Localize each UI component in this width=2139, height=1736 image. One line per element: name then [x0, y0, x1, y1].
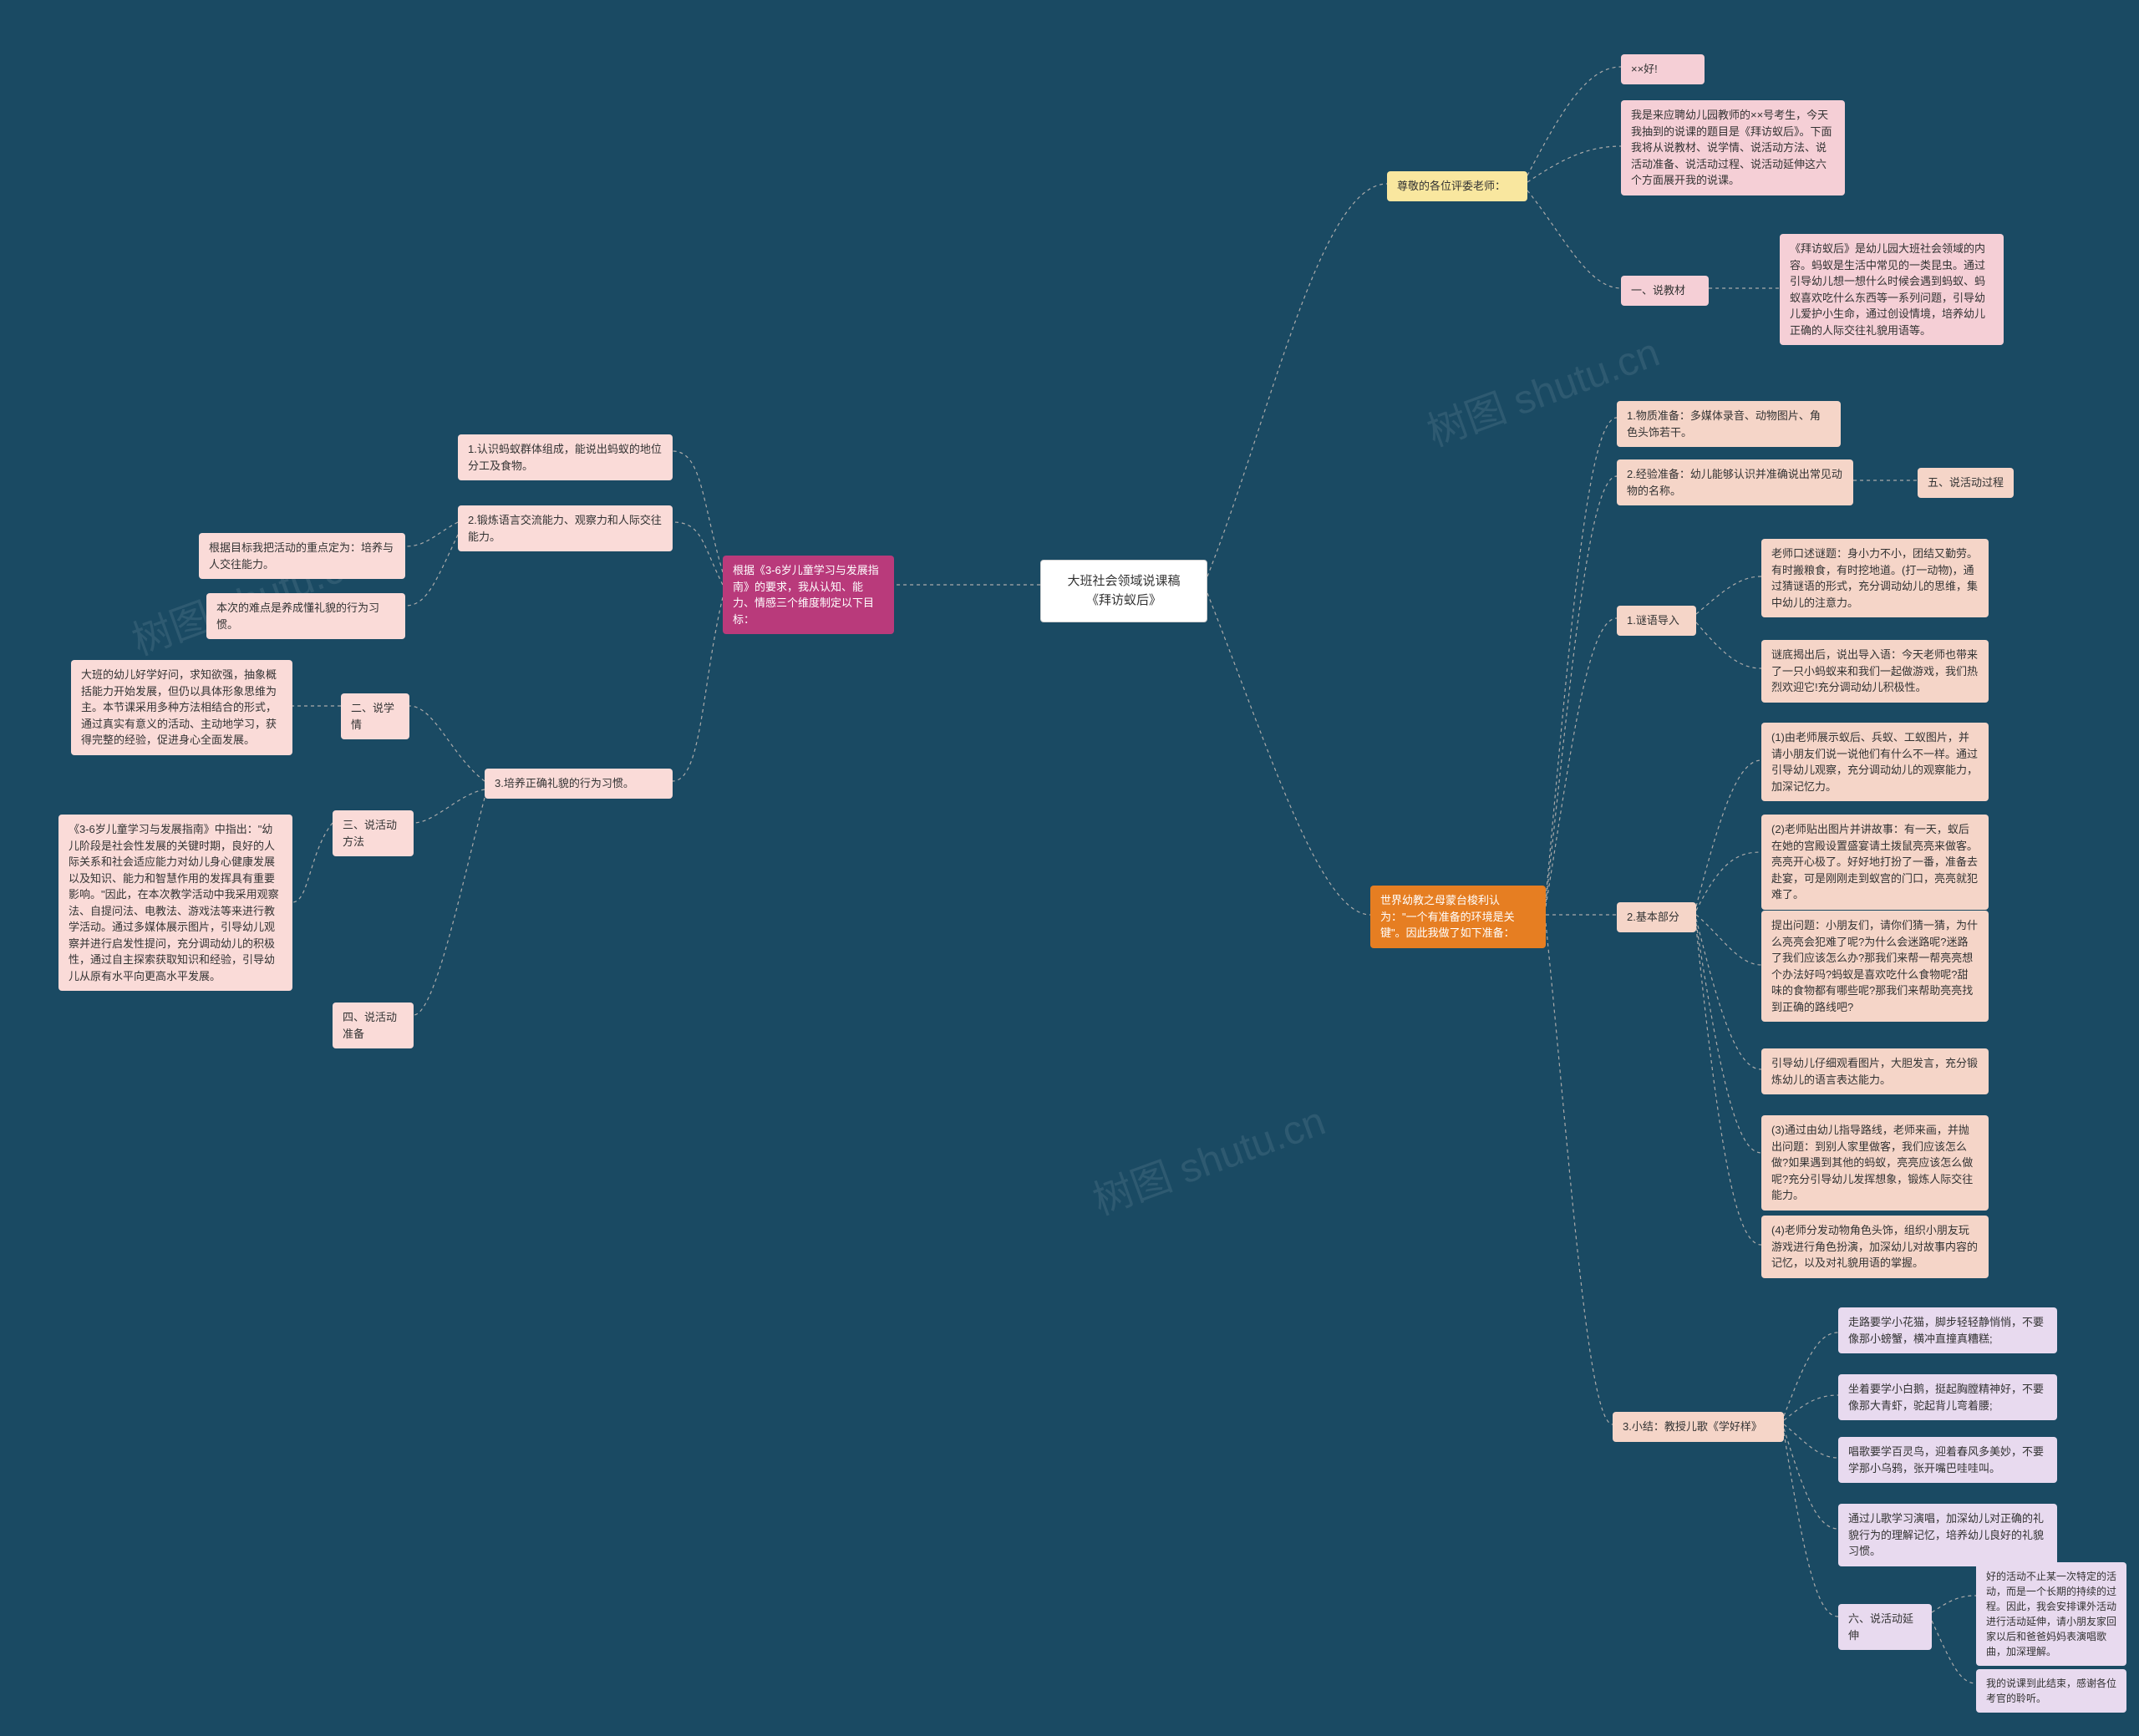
step3-c[interactable]: 唱歌要学百灵鸟，迎着春风多美妙，不要学那小乌鸦，张开嘴巴哇哇叫。 — [1838, 1437, 2057, 1483]
greet-1[interactable]: ××好! — [1621, 54, 1705, 84]
step2-f[interactable]: (4)老师分发动物角色头饰，组织小朋友玩游戏进行角色扮演，加深幼儿对故事内容的记… — [1761, 1216, 1989, 1278]
root-node[interactable]: 大班社会领域说课稿《拜访蚁后》 — [1040, 560, 1207, 622]
xueqing-body[interactable]: 大班的幼儿好学好问，求知欲强，抽象概括能力开始发展，但仍以具体形象思维为主。本节… — [71, 660, 292, 755]
teach-body[interactable]: 《拜访蚁后》是幼儿园大班社会领域的内容。蚂蚁是生活中常见的一类昆虫。通过引导幼儿… — [1780, 234, 2004, 345]
watermark: 树图 shutu.cn — [1084, 1088, 1332, 1226]
step2-c[interactable]: 提出问题：小朋友们，请你们猜一猜，为什么亮亮会犯难了呢?为什么会迷路呢?迷路了我… — [1761, 911, 1989, 1022]
guide-intro-node[interactable]: 根据《3-6岁儿童学习与发展指南》的要求，我从认知、能力、情感三个维度制定以下目… — [723, 556, 894, 634]
method-body[interactable]: 《3-6岁儿童学习与发展指南》中指出："幼儿阶段是社会性发展的关键时期，良好的人… — [58, 815, 292, 991]
target-1[interactable]: 1.认识蚂蚁群体组成，能说出蚂蚁的地位分工及食物。 — [458, 434, 673, 480]
step2-title[interactable]: 2.基本部分 — [1617, 902, 1696, 932]
step1-b[interactable]: 谜底揭出后，说出导入语：今天老师也带来了一只小蚂蚁来和我们一起做游戏，我们热烈欢… — [1761, 640, 1989, 703]
ext-b[interactable]: 我的说课到此结束，感谢各位考官的聆听。 — [1976, 1669, 2126, 1713]
ext-title[interactable]: 六、说活动延伸 — [1838, 1604, 1932, 1650]
step3-title[interactable]: 3.小结：教授儿歌《学好样》 — [1613, 1412, 1784, 1442]
xueqing-title[interactable]: 二、说学情 — [341, 693, 409, 739]
proc-title[interactable]: 五、说活动过程 — [1918, 468, 2014, 498]
material-prep[interactable]: 1.物质准备：多媒体录音、动物图片、角色头饰若干。 — [1617, 401, 1841, 447]
step2-b[interactable]: (2)老师贴出图片并讲故事：有一天，蚁后在她的宫殿设置盛宴请土拨鼠亮亮来做客。亮… — [1761, 815, 1989, 910]
step2-a[interactable]: (1)由老师展示蚁后、兵蚁、工蚁图片，并请小朋友们说一说他们有什么不一样。通过引… — [1761, 723, 1989, 801]
prep-title[interactable]: 四、说活动准备 — [333, 1003, 414, 1048]
method-title[interactable]: 三、说活动方法 — [333, 810, 414, 856]
greet-title[interactable]: 尊敬的各位评委老师： — [1387, 171, 1527, 201]
step1-title[interactable]: 1.谜语导入 — [1617, 606, 1696, 636]
greet-2[interactable]: 我是来应聘幼儿园教师的××号考生，今天我抽到的说课的题目是《拜访蚁后》。下面我将… — [1621, 100, 1845, 195]
teach-title[interactable]: 一、说教材 — [1621, 276, 1709, 306]
step3-a[interactable]: 走路要学小花猫，脚步轻轻静悄悄，不要像那小螃蟹，横冲直撞真糟糕; — [1838, 1307, 2057, 1353]
difficulty-node[interactable]: 本次的难点是养成懂礼貌的行为习惯。 — [206, 593, 405, 639]
experience-prep[interactable]: 2.经验准备：幼儿能够认识并准确说出常见动物的名称。 — [1617, 459, 1853, 505]
step2-d[interactable]: 引导幼儿仔细观看图片，大胆发言，充分锻炼幼儿的语言表达能力。 — [1761, 1048, 1989, 1094]
step3-d[interactable]: 通过儿歌学习演唱，加深幼儿对正确的礼貌行为的理解记忆，培养幼儿良好的礼貌习惯。 — [1838, 1504, 2057, 1566]
target-3[interactable]: 3.培养正确礼貌的行为习惯。 — [485, 769, 673, 799]
focus-node[interactable]: 根据目标我把活动的重点定为：培养与人交往能力。 — [199, 533, 405, 579]
ext-a[interactable]: 好的活动不止某一次特定的活动，而是一个长期的持续的过程。因此，我会安排课外活动进… — [1976, 1562, 2126, 1666]
step1-a[interactable]: 老师口述谜题：身小力不小，团结又勤劳。有时搬粮食，有时挖地道。(打一动物)，通过… — [1761, 539, 1989, 617]
env-intro[interactable]: 世界幼教之母蒙台梭利认为："一个有准备的环境是关键"。因此我做了如下准备： — [1370, 886, 1546, 948]
target-2[interactable]: 2.锻炼语言交流能力、观察力和人际交往能力。 — [458, 505, 673, 551]
step3-b[interactable]: 坐着要学小白鹅，挺起胸膛精神好，不要像那大青虾，驼起背儿弯着腰; — [1838, 1374, 2057, 1420]
step2-e[interactable]: (3)通过由幼儿指导路线，老师来画，并抛出问题：到别人家里做客，我们应该怎么做?… — [1761, 1115, 1989, 1211]
